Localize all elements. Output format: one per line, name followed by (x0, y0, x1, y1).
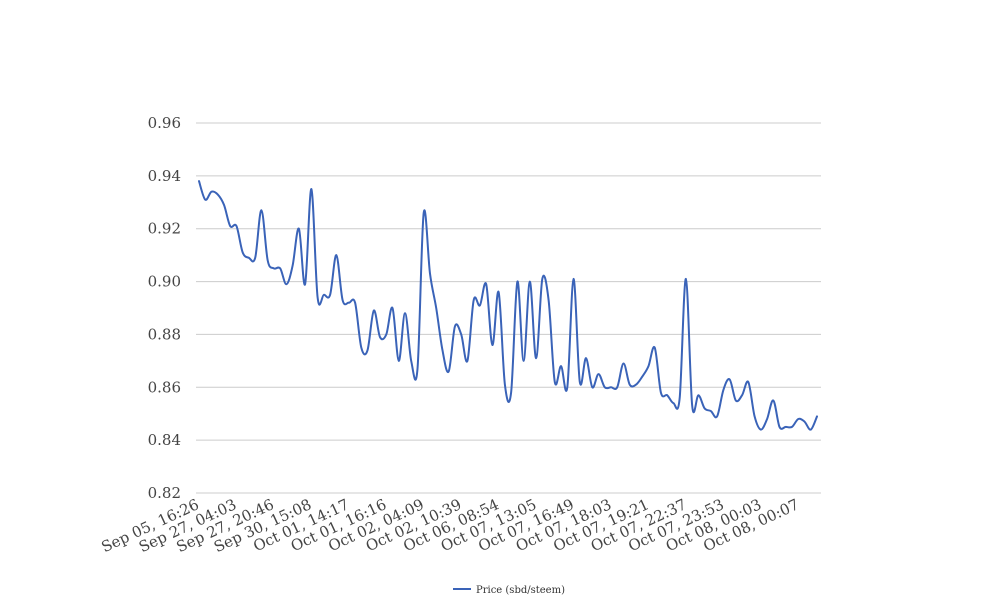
series-line (198, 180, 818, 431)
legend-label: Price (sbd/steem) (476, 585, 565, 596)
y-tick-label: 0.92 (148, 220, 181, 238)
y-tick-label: 0.82 (148, 484, 181, 502)
gridlines (196, 122, 821, 494)
y-tick-label: 0.94 (148, 167, 181, 185)
y-tick-label: 0.86 (148, 378, 181, 396)
y-tick-label: 0.96 (148, 114, 181, 132)
y-tick-label: 0.84 (148, 431, 181, 449)
y-axis-ticks: 0.82 0.84 0.86 0.88 0.90 0.92 0.94 0.96 (148, 114, 181, 502)
y-tick-label: 0.88 (148, 325, 181, 343)
series-layer (198, 180, 818, 431)
legend[interactable]: Price (sbd/steem) (453, 585, 565, 596)
y-tick-label: 0.90 (148, 273, 181, 291)
